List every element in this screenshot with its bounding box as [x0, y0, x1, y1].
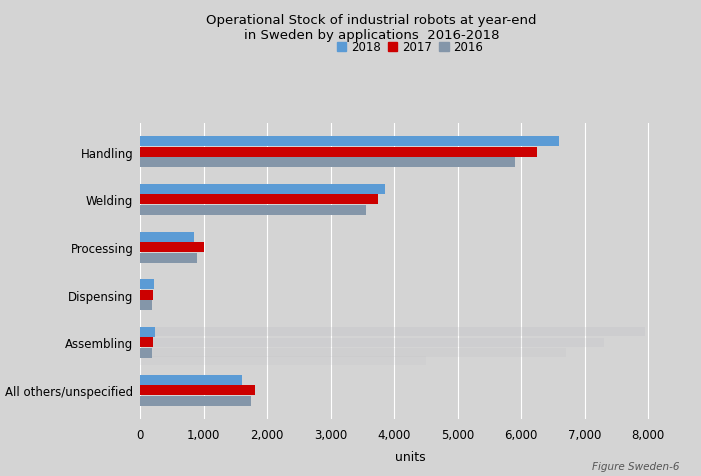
Bar: [140, 396, 252, 406]
Bar: [140, 356, 426, 365]
Bar: [140, 206, 366, 215]
Bar: [140, 148, 537, 158]
Bar: [140, 158, 515, 168]
Bar: [140, 301, 151, 310]
Bar: [140, 290, 153, 300]
X-axis label: units: units: [395, 450, 426, 463]
Bar: [140, 232, 194, 242]
Legend: 2018, 2017, 2016: 2018, 2017, 2016: [337, 41, 483, 54]
Bar: [140, 195, 379, 205]
Bar: [140, 280, 154, 289]
Bar: [140, 185, 385, 195]
Bar: [140, 243, 204, 252]
Bar: [140, 348, 151, 358]
Bar: [140, 327, 155, 337]
Bar: [140, 137, 559, 147]
Bar: [140, 338, 153, 347]
Bar: [140, 349, 566, 357]
Bar: [140, 375, 242, 385]
Bar: [140, 386, 254, 395]
Text: Operational Stock of industrial robots at year-end
in Sweden by applications  20: Operational Stock of industrial robots a…: [206, 14, 537, 42]
Bar: [140, 253, 198, 263]
Bar: [140, 338, 604, 347]
Bar: [140, 328, 645, 337]
Text: Figure Sweden-6: Figure Sweden-6: [592, 461, 680, 471]
